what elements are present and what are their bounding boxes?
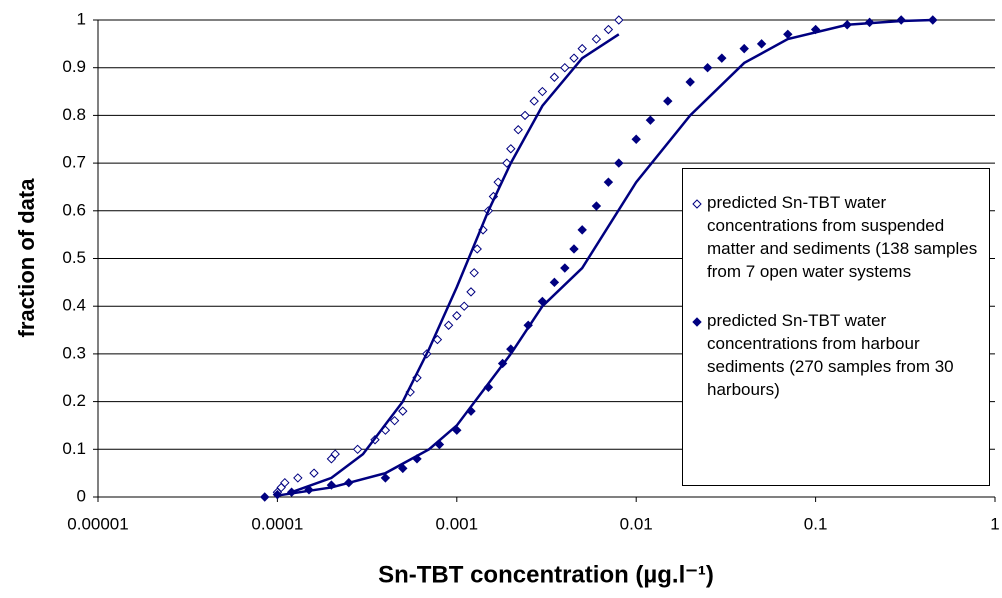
legend: predicted Sn-TBT water concentrations fr…: [682, 168, 990, 486]
data-point: [280, 477, 290, 488]
data-point: [506, 144, 516, 154]
x-tick-label: 0.0001: [251, 514, 303, 533]
y-tick-label: 0.7: [62, 153, 86, 172]
data-point: [549, 72, 560, 82]
data-point: [717, 53, 727, 63]
data-point: [352, 444, 363, 455]
y-tick-label: 0.3: [62, 343, 86, 362]
data-point: [459, 301, 469, 311]
data-point: [591, 201, 602, 211]
data-point: [560, 62, 570, 73]
fit-curve: [277, 18, 933, 497]
legend-marker-shape: [692, 199, 702, 209]
data-point: [560, 263, 570, 273]
data-point: [493, 177, 503, 187]
x-tick-label: 0.00001: [67, 514, 128, 533]
data-point: [398, 463, 408, 474]
data-point: [631, 134, 641, 144]
data-point: [685, 77, 695, 87]
data-point: [756, 39, 767, 49]
x-axis-label: Sn-TBT concentration (µg.l⁻¹): [378, 561, 714, 588]
data-point: [702, 62, 713, 73]
y-tick-label: 0.2: [62, 391, 86, 410]
x-tick-label: 0.01: [620, 514, 653, 533]
data-point: [614, 15, 624, 25]
data-point: [330, 449, 340, 459]
data-point: [577, 225, 587, 235]
data-point: [569, 244, 579, 254]
data-point: [513, 125, 523, 135]
y-tick-label: 0.8: [62, 105, 86, 124]
legend-marker-shape: [692, 317, 702, 327]
y-tick-label: 0.1: [62, 439, 86, 458]
y-tick-label: 0.9: [62, 57, 86, 76]
data-point: [443, 320, 454, 330]
x-tick-label: 1: [990, 514, 999, 533]
data-point: [466, 287, 476, 297]
legend-label: predicted Sn-TBT water concentrations fr…: [707, 193, 978, 281]
data-point: [537, 86, 548, 97]
fit-curve: [291, 33, 620, 494]
y-tick-label: 0.4: [62, 296, 86, 315]
y-tick-label: 0: [77, 486, 86, 505]
data-point: [529, 96, 539, 106]
data-point: [549, 277, 560, 288]
data-point: [389, 415, 400, 426]
data-point: [603, 24, 614, 35]
data-point: [398, 406, 408, 416]
legend-entry: predicted Sn-TBT water concentrations fr…: [691, 309, 981, 401]
data-point: [309, 468, 319, 478]
x-tick-label: 0.1: [804, 514, 828, 533]
data-point: [380, 473, 391, 483]
x-tick-label: 0.001: [436, 514, 479, 533]
data-point: [520, 110, 530, 121]
data-point: [569, 53, 579, 63]
data-point: [783, 29, 793, 40]
data-point: [577, 43, 587, 54]
legend-marker: [692, 199, 702, 209]
legend-entry: predicted Sn-TBT water concentrations fr…: [691, 191, 981, 283]
data-point: [739, 43, 749, 54]
data-point: [469, 268, 479, 278]
data-point: [591, 34, 602, 44]
data-point: [603, 177, 614, 187]
legend-marker: [692, 317, 702, 327]
data-point: [260, 492, 270, 502]
data-point: [293, 473, 303, 483]
y-tick-label: 0.5: [62, 248, 86, 267]
y-tick-label: 1: [77, 9, 86, 28]
data-point: [452, 311, 462, 321]
legend-label: predicted Sn-TBT water concentrations fr…: [707, 311, 954, 399]
data-point: [645, 115, 656, 125]
data-point: [472, 244, 482, 254]
y-axis-label: fraction of data: [14, 178, 39, 338]
y-tick-label: 0.6: [62, 200, 86, 219]
data-point: [663, 96, 673, 106]
data-point: [614, 158, 624, 168]
